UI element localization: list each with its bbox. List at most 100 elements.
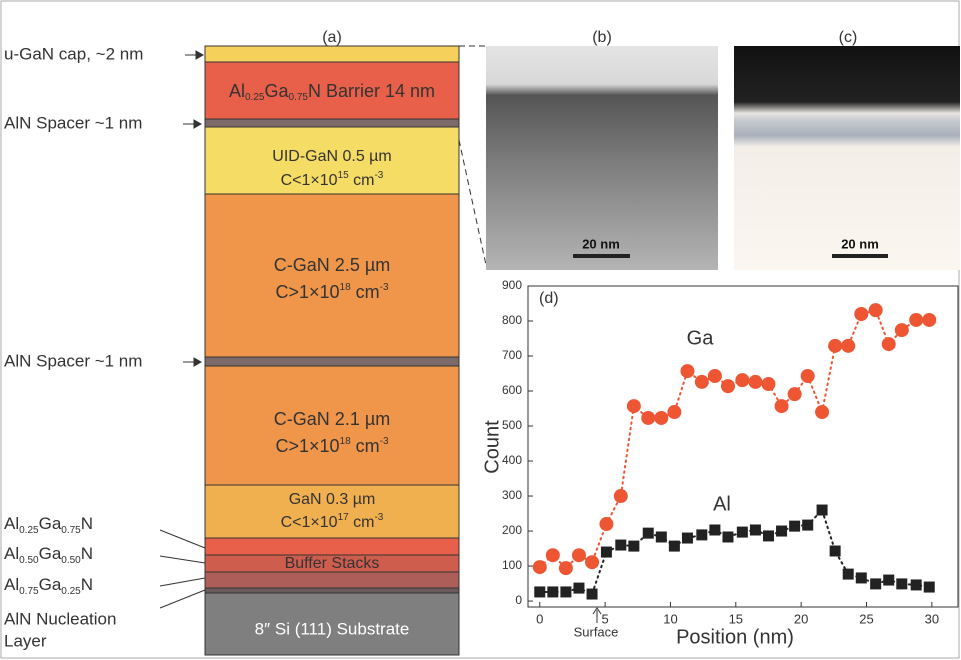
y-tick-label: 100: [502, 558, 522, 572]
scale-label: 20 nm: [841, 236, 879, 251]
y-tick-label: 700: [502, 348, 522, 362]
text: -3: [374, 170, 383, 181]
y-tick-label: 800: [502, 313, 522, 327]
text: Al: [4, 575, 19, 594]
leader: [160, 556, 205, 563]
y-tick-label: 400: [502, 453, 522, 467]
point: [761, 377, 775, 391]
text: cm: [351, 436, 380, 456]
text: C<1×10: [281, 514, 338, 531]
text: 18: [340, 282, 352, 293]
text: -3: [374, 512, 383, 523]
point: [587, 589, 598, 600]
text: 0.25: [245, 92, 265, 103]
layer-label: C-GaN 2.1 µm: [274, 409, 390, 429]
panel-label: (b): [592, 29, 612, 46]
layer-label: C>1×1018 cm-3: [275, 282, 389, 302]
point: [696, 529, 707, 540]
y-axis-title: Count: [481, 420, 503, 474]
text: 17: [338, 512, 350, 523]
point: [841, 339, 855, 353]
point: [695, 375, 709, 389]
point: [924, 582, 935, 593]
point: [709, 524, 720, 535]
side-label: Al0.25Ga0.75N: [4, 514, 93, 536]
point: [854, 307, 868, 321]
text: 0.75: [19, 586, 39, 597]
point: [815, 405, 829, 419]
point: [585, 555, 599, 569]
layer-label: C<1×1015 cm-3: [281, 170, 384, 189]
point: [546, 548, 560, 562]
leader: [160, 590, 205, 608]
leader: [160, 578, 205, 586]
layer-label: C<1×1017 cm-3: [281, 512, 384, 531]
figure: (a) (b) (c) Al0.25Ga0.75N Barrier 14 nm …: [0, 0, 961, 660]
x-tick-label: 15: [729, 611, 743, 626]
text: -3: [380, 282, 389, 293]
text: Al: [4, 514, 19, 533]
point: [559, 561, 573, 575]
point: [601, 547, 612, 558]
layer-label: C-GaN 2.5 µm: [274, 255, 390, 275]
layer-label: C>1×1018 cm-3: [275, 436, 389, 456]
point: [828, 339, 842, 353]
point: [573, 583, 584, 594]
point: [763, 530, 774, 541]
side-label: AlN Spacer ~1 nm: [4, 113, 142, 132]
side-label: Al0.75Ga0.25N: [4, 575, 93, 597]
text: N: [81, 544, 93, 563]
text: C>1×10: [275, 282, 339, 302]
layer: [205, 119, 459, 127]
layer-label: GaN 0.3 µm: [289, 491, 376, 508]
point: [750, 524, 761, 535]
layer: [205, 588, 459, 593]
point: [775, 399, 789, 413]
x-tick-label: 25: [859, 611, 873, 626]
point: [572, 548, 586, 562]
point: [669, 541, 680, 552]
panel-label: (a): [322, 29, 342, 46]
layer: [205, 357, 459, 366]
text: 0.25: [19, 525, 39, 536]
text: 0.50: [19, 555, 39, 566]
point: [801, 369, 815, 383]
x-tick-label: 30: [925, 611, 939, 626]
side-label: Layer: [4, 631, 47, 650]
point: [817, 505, 828, 516]
side-label: Al0.50Ga0.50N: [4, 544, 93, 566]
text: N: [81, 575, 93, 594]
point: [533, 560, 547, 574]
text: Ga: [39, 544, 62, 563]
text: Al: [229, 81, 245, 101]
text: 15: [338, 170, 350, 181]
point: [883, 575, 894, 586]
text: Ga: [264, 81, 289, 101]
text: N Barrier 14 nm: [308, 81, 435, 101]
point: [909, 313, 923, 327]
arrow-head: [196, 51, 203, 59]
text: 0.75: [288, 92, 308, 103]
layer: [205, 572, 459, 588]
point: [856, 572, 867, 583]
arrow-head: [194, 358, 201, 366]
layer-label: UID-GaN 0.5 µm: [272, 148, 391, 165]
point: [667, 405, 681, 419]
point: [599, 517, 613, 531]
text: 0.75: [61, 525, 81, 536]
point: [922, 313, 936, 327]
layer: [205, 46, 459, 62]
x-axis-title: Position (nm): [676, 626, 794, 648]
point: [895, 323, 909, 337]
arrows: [160, 51, 205, 608]
text: N: [81, 514, 93, 533]
point: [830, 545, 841, 556]
point: [722, 531, 733, 542]
text: cm: [349, 172, 375, 189]
point: [708, 369, 722, 383]
y-tick-label: 600: [502, 383, 522, 397]
point: [869, 303, 883, 317]
point: [870, 578, 881, 589]
point: [721, 379, 735, 393]
y-tick-label: 300: [502, 488, 522, 502]
